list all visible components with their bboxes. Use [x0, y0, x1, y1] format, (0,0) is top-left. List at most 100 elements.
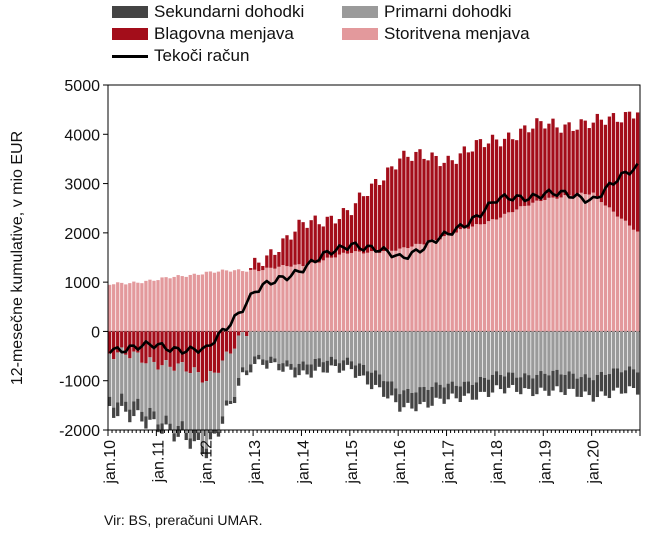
bar-sto	[418, 243, 422, 332]
bar-sto	[212, 272, 217, 332]
bar-pri	[619, 331, 624, 373]
bar-pri	[390, 331, 394, 382]
legend-label-blagovna: Blagovna menjava	[154, 24, 294, 43]
bar-sto	[378, 252, 382, 332]
bar-sto	[426, 242, 430, 332]
bar-month-122	[599, 119, 604, 392]
bar-pri	[583, 331, 587, 375]
bar-pri	[494, 331, 499, 372]
bar-sto	[152, 280, 156, 332]
bar-month-93	[482, 147, 487, 392]
bar-sek	[579, 377, 583, 397]
bar-month-77	[418, 149, 422, 405]
bar-month-36	[253, 257, 257, 364]
bar-sto	[269, 267, 273, 332]
bar-sto	[474, 224, 479, 332]
bar-sek	[430, 386, 434, 406]
bar-pri	[228, 353, 233, 401]
bar-sek	[313, 358, 317, 371]
bar-sto	[232, 270, 237, 332]
bar-sek	[196, 432, 200, 440]
bar-sek	[269, 356, 273, 363]
bar-bla	[611, 113, 616, 212]
bar-bla	[406, 156, 410, 249]
bar-sek	[567, 371, 571, 389]
bar-bla	[543, 128, 547, 200]
bar-month-113	[563, 124, 567, 395]
bar-sek	[257, 354, 261, 360]
bar-month-95	[490, 134, 495, 393]
bar-bla	[382, 180, 386, 251]
bar-bla	[297, 219, 301, 265]
bar-sto	[623, 220, 628, 332]
bar-sek	[410, 392, 414, 409]
bar-bla	[353, 203, 358, 252]
bar-bla	[241, 331, 245, 333]
bar-sek	[128, 409, 132, 423]
bar-sto	[333, 257, 338, 332]
bar-month-23	[200, 274, 205, 455]
bar-sek	[418, 387, 422, 405]
bar-month-78	[422, 158, 426, 402]
bar-bla	[547, 123, 551, 198]
bar-sto	[132, 281, 136, 332]
bar-bla	[349, 215, 354, 253]
bar-month-58	[341, 208, 346, 371]
bar-month-6	[132, 281, 136, 417]
y-tick-label: 4000	[64, 127, 100, 144]
bar-sto	[502, 213, 507, 332]
legend-item-storitvena: Storitvena menjava	[342, 24, 530, 44]
bar-bla	[236, 331, 241, 336]
bar-pri	[402, 331, 406, 391]
bar-sek	[531, 378, 535, 397]
bar-sek	[490, 374, 495, 393]
bar-bla	[430, 152, 434, 240]
bar-sek	[446, 383, 450, 400]
bar-month-108	[543, 128, 547, 391]
bar-month-105	[531, 128, 535, 397]
bar-month-130	[631, 118, 636, 389]
bar-sek	[249, 364, 253, 373]
bar-sek	[414, 392, 418, 412]
bar-sek	[519, 377, 523, 395]
bar-sek	[200, 447, 205, 455]
bar-month-38	[261, 265, 265, 365]
bar-pri	[615, 331, 620, 369]
bar-sto	[523, 205, 527, 332]
bar-sto	[406, 248, 410, 332]
x-tick-label: jan.17	[441, 440, 458, 485]
bar-bla	[523, 125, 527, 206]
bar-bla	[591, 122, 595, 193]
bar-month-98	[502, 138, 507, 394]
bar-pri	[337, 331, 342, 364]
bar-bla	[502, 138, 507, 214]
bar-bla	[531, 128, 535, 203]
legend-label-primarni: Primarni dohodki	[384, 2, 512, 21]
bar-bla	[277, 251, 281, 267]
y-tick-label: 1000	[64, 275, 100, 292]
bar-sek	[341, 360, 346, 371]
bar-month-91	[474, 140, 479, 400]
bar-sto	[486, 221, 491, 332]
bar-sto	[120, 282, 124, 332]
bar-sek	[281, 363, 285, 372]
bar-sto	[615, 216, 620, 332]
bar-bla	[301, 222, 305, 267]
bar-sto	[293, 264, 297, 332]
bar-bla	[631, 118, 636, 230]
bar-sto	[236, 269, 241, 332]
bar-month-116	[575, 129, 579, 397]
bar-month-42	[277, 251, 281, 371]
bar-month-50	[309, 220, 313, 378]
bar-sek	[470, 384, 475, 400]
bar-pri	[426, 331, 430, 390]
bar-month-128	[623, 112, 628, 394]
bar-sto	[454, 232, 458, 332]
legend-item-sekundarni: Sekundarni dohodki	[112, 2, 304, 22]
bar-bla	[289, 239, 293, 267]
bar-sek	[160, 423, 164, 434]
bar-pri	[192, 367, 196, 430]
bar-pri	[603, 331, 608, 375]
bar-pri	[543, 331, 547, 374]
bar-sek	[434, 382, 438, 398]
